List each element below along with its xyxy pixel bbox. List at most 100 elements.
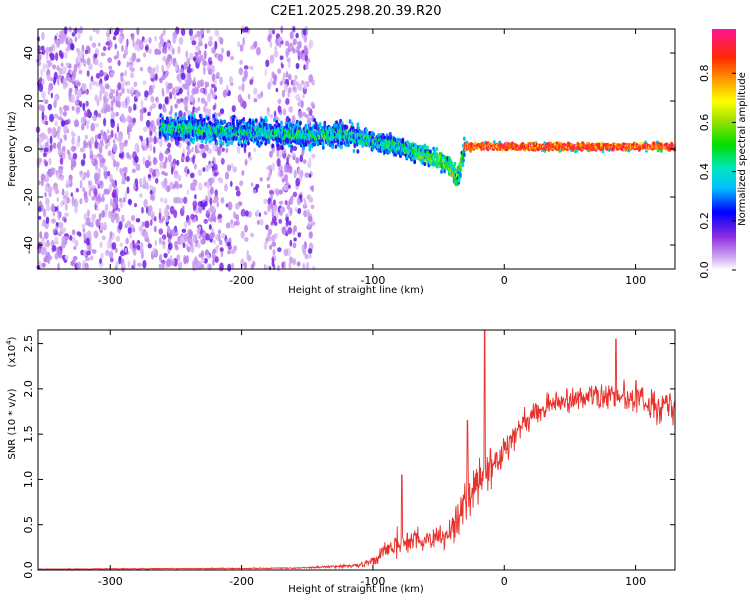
spectrogram-noise-speck [133,81,138,87]
spectrogram-noise-speck [159,160,164,170]
spectrogram-noise-speck [110,99,114,107]
spectrogram-ridge-cell [347,142,350,148]
spectrogram-noise-speck [281,89,286,98]
spectrogram-noise-speck [183,221,188,229]
spectrogram-noise-speck [166,185,171,193]
spectrogram-ridge-cell [232,114,236,120]
spectrogram-noise-speck [58,67,63,75]
spectrogram-noise-speck [45,204,51,212]
spectrogram-noise-speck [188,28,193,36]
spectrogram-noise-speck [158,228,164,235]
spectrogram-noise-speck [195,232,200,238]
spectrogram-noise-speck [173,173,178,179]
spectrogram-noise-speck [124,191,128,200]
spectrogram-noise-speck [158,44,163,50]
spectrogram-ridge-cell [395,137,399,142]
spectrogram-noise-speck [162,240,166,246]
spectrogram-ridge-cell [461,162,465,167]
spectrogram-noise-speck [96,206,99,211]
spectrogram-ridge-cell [251,120,255,125]
spectrogram-noise-speck [196,261,200,269]
spectrogram-noise-speck [253,98,258,103]
spectrogram-noise-speck [101,193,105,201]
spectrogram-noise-speck [167,227,171,234]
spectrogram-noise-speck [295,177,301,187]
spectrogram-noise-speck [111,242,117,250]
spectrogram-ridge-cell [413,159,417,165]
spectrogram-ridge-cell [440,169,443,174]
spectrogram-noise-speck [239,59,243,65]
spectrogram-noise-speck [130,215,136,221]
spectrogram-noise-speck [171,228,176,237]
spectrogram-noise-speck [65,73,70,81]
spectrogram-noise-speck [79,179,83,189]
spectrogram-noise-speck [250,232,254,238]
spectrogram-ridge-cell [462,136,466,141]
spectrogram-noise-speck [147,111,152,117]
spectrogram-ridge-cell [340,145,343,150]
spectrogram-noise-speck [199,37,203,42]
spectrogram-noise-speck [95,28,100,35]
spectrogram-noise-speck [225,147,229,154]
spectrogram-noise-speck [247,93,251,100]
spectrogram-noise-speck [58,167,63,175]
spectrogram-noise-speck [198,41,203,47]
spectrogram-ridge-cell [601,150,605,154]
spectrogram-ridge-cell [335,120,339,125]
spectrogram-noise-speck [186,169,190,175]
spectrogram-noise-speck [61,66,67,75]
spectrogram-noise-speck [50,92,54,99]
spectrogram-noise-speck [58,49,63,57]
spectrogram-noise-speck [237,94,242,103]
spectrogram-noise-speck [73,246,77,250]
spectrogram-noise-speck [158,152,164,162]
spectrogram-noise-speck [99,258,102,264]
spectrogram-ridge-cell [433,149,436,154]
spectrogram-noise-speck [64,124,67,131]
spectrogram-noise-speck [219,262,224,272]
spectrogram-noise-speck [72,152,78,160]
spectrogram-ridge-cell [280,120,283,125]
spectrogram-noise-speck [83,153,86,160]
spectrogram-ridge-cell [344,142,348,147]
spectrogram-noise-speck [235,202,240,210]
spectrogram-noise-speck [250,263,255,270]
spectrogram-noise-speck [57,74,63,80]
spectrogram-noise-speck [143,231,149,240]
spectrogram-noise-speck [149,184,154,191]
spectrogram-noise-speck [249,65,254,70]
spectrogram-noise-speck [277,247,282,253]
spectrogram-noise-speck [143,181,149,188]
spectrogram-noise-speck [256,46,261,56]
spectrogram-noise-speck [271,234,276,242]
spectrogram-noise-speck [159,77,163,84]
spectrogram-noise-speck [201,152,207,159]
spectrogram-noise-speck [149,168,153,173]
spectrogram-noise-speck [192,259,196,268]
spectrogram-noise-speck [207,40,213,47]
spectrogram-noise-speck [230,162,234,169]
spectrogram-ridge-cell [280,145,284,150]
spectrogram-noise-speck [148,136,154,143]
spectrogram-noise-speck [155,64,159,73]
spectrogram-noise-speck [255,183,260,189]
spectrogram-noise-speck [297,232,302,238]
spectrogram-noise-speck [122,167,127,173]
spectrogram-noise-speck [116,95,121,102]
spectrogram-noise-speck [65,47,70,52]
spectrogram-noise-speck [167,142,172,149]
spectrogram-noise-speck [118,133,123,142]
spectrogram-noise-speck [219,108,225,115]
spectrogram-ridge-cell [248,118,252,123]
spectrogram-noise-speck [133,183,137,191]
spectrogram-noise-speck [101,158,106,164]
spectrogram-noise-speck [207,217,212,222]
spectrogram-noise-speck [124,247,128,253]
spectrogram-ridge-cell [335,123,339,129]
spectrogram-noise-speck [191,40,197,46]
spectrogram-noise-speck [189,172,195,179]
spectrogram-ridge-cell [242,117,246,122]
spectrogram-noise-speck [48,52,54,58]
spectrogram-noise-speck [110,129,114,138]
spectrogram-noise-speck [248,156,253,161]
